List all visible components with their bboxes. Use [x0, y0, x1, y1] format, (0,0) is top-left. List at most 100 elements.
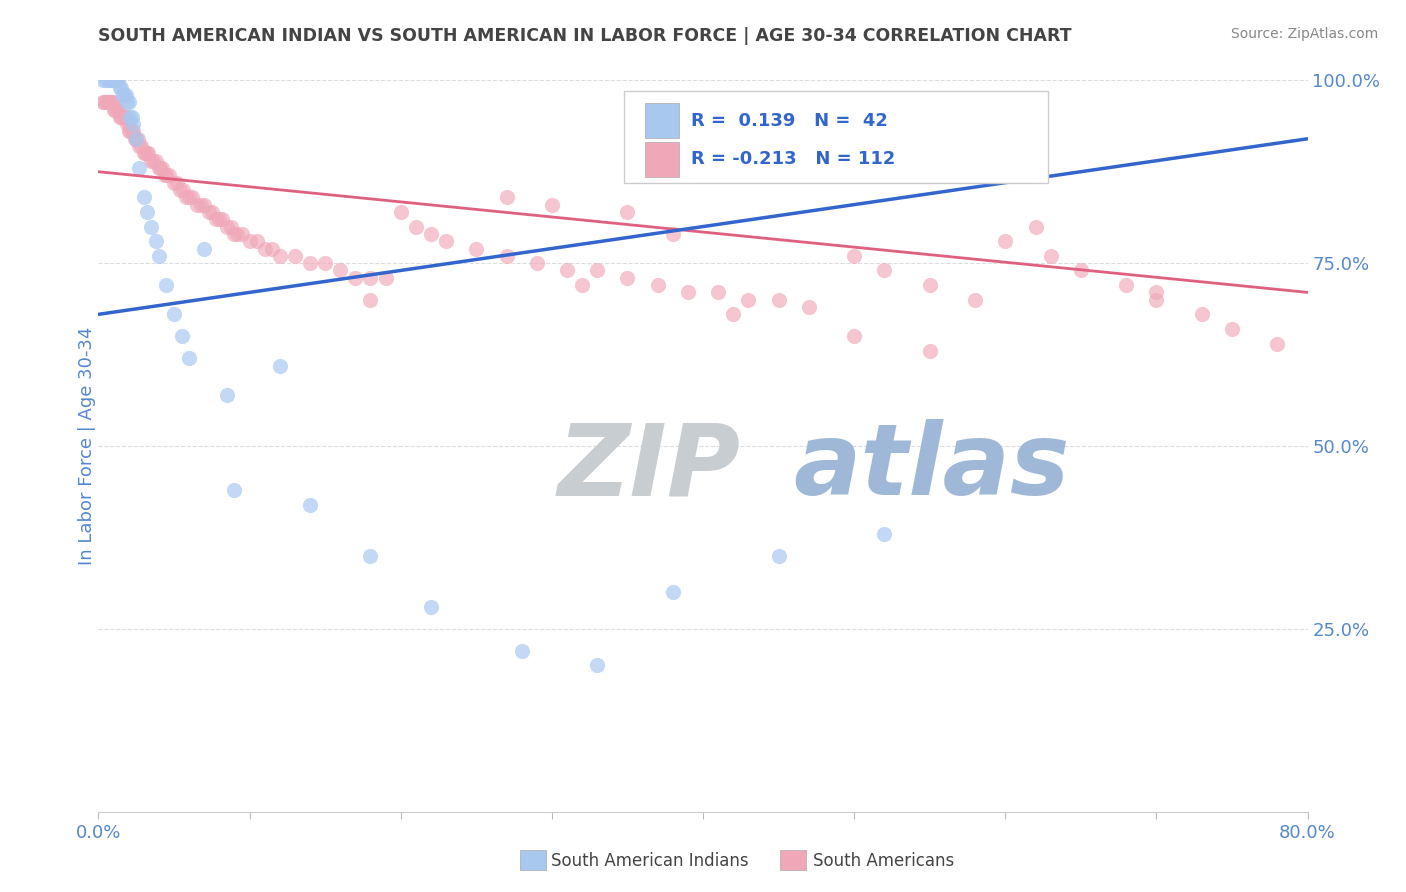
Point — [101, 95, 124, 110]
Point — [420, 599, 443, 614]
Point — [239, 234, 262, 248]
Point — [1115, 278, 1137, 293]
Point — [269, 359, 291, 373]
Point — [262, 242, 284, 256]
Point — [93, 95, 115, 110]
Point — [360, 293, 382, 307]
Point — [965, 293, 987, 307]
Point — [108, 110, 131, 124]
Point — [96, 95, 118, 110]
Point — [159, 169, 181, 183]
Point — [129, 139, 152, 153]
Point — [224, 483, 246, 497]
Point — [1024, 219, 1046, 234]
Point — [103, 73, 125, 87]
Point — [174, 190, 197, 204]
Point — [127, 132, 149, 146]
Point — [205, 212, 228, 227]
Point — [215, 219, 238, 234]
Point — [145, 234, 167, 248]
Point — [405, 219, 427, 234]
Point — [115, 95, 138, 110]
Point — [132, 146, 155, 161]
Point — [135, 205, 157, 219]
Point — [100, 73, 122, 87]
Point — [510, 644, 533, 658]
Point — [94, 95, 117, 110]
Point — [389, 205, 412, 219]
Point — [120, 124, 142, 138]
Point — [107, 73, 129, 87]
Point — [134, 146, 156, 161]
Point — [299, 498, 322, 512]
Point — [994, 234, 1017, 248]
Point — [103, 103, 125, 117]
Point — [124, 132, 146, 146]
Text: Source: ZipAtlas.com: Source: ZipAtlas.com — [1230, 27, 1378, 41]
Point — [120, 110, 142, 124]
Point — [1267, 336, 1289, 351]
Point — [555, 263, 578, 277]
Point — [314, 256, 336, 270]
Point — [571, 278, 593, 293]
Point — [420, 227, 443, 241]
Point — [104, 103, 127, 117]
Point — [170, 329, 193, 343]
Point — [495, 249, 517, 263]
Point — [101, 73, 124, 87]
Point — [118, 95, 141, 110]
Point — [768, 293, 790, 307]
Point — [149, 161, 172, 175]
Point — [110, 110, 132, 124]
Text: ZIP: ZIP — [558, 419, 741, 516]
Point — [155, 169, 177, 183]
Point — [374, 270, 396, 285]
Point — [844, 249, 866, 263]
Point — [163, 176, 186, 190]
Point — [211, 212, 233, 227]
Point — [114, 110, 136, 124]
Y-axis label: In Labor Force | Age 30-34: In Labor Force | Age 30-34 — [79, 326, 96, 566]
Point — [873, 263, 896, 277]
Point — [586, 658, 609, 673]
Point — [98, 95, 121, 110]
Point — [540, 197, 562, 211]
FancyBboxPatch shape — [624, 91, 1047, 183]
Point — [284, 249, 307, 263]
Text: R = -0.213   N = 112: R = -0.213 N = 112 — [690, 150, 896, 169]
Point — [197, 205, 219, 219]
Point — [224, 227, 246, 241]
Point — [1070, 263, 1092, 277]
Point — [190, 197, 212, 211]
Point — [105, 73, 128, 87]
Point — [201, 205, 224, 219]
Point — [215, 388, 238, 402]
Point — [136, 146, 159, 161]
Point — [434, 234, 457, 248]
Point — [141, 219, 163, 234]
Point — [121, 124, 143, 138]
Point — [112, 110, 135, 124]
Point — [91, 73, 114, 87]
Point — [115, 117, 138, 131]
Point — [360, 549, 382, 563]
Point — [661, 227, 683, 241]
FancyBboxPatch shape — [645, 103, 679, 138]
Point — [1144, 285, 1167, 300]
Point — [153, 169, 176, 183]
Point — [125, 132, 148, 146]
Point — [616, 205, 638, 219]
Point — [465, 242, 488, 256]
Point — [918, 343, 941, 358]
Point — [616, 270, 638, 285]
Point — [1191, 307, 1213, 321]
Point — [246, 234, 269, 248]
Point — [873, 526, 896, 541]
Point — [135, 146, 157, 161]
Point — [723, 307, 745, 321]
Point — [121, 110, 143, 124]
Point — [193, 242, 215, 256]
Point — [132, 190, 155, 204]
Text: SOUTH AMERICAN INDIAN VS SOUTH AMERICAN IN LABOR FORCE | AGE 30-34 CORRELATION C: SOUTH AMERICAN INDIAN VS SOUTH AMERICAN … — [98, 27, 1071, 45]
Point — [344, 270, 367, 285]
